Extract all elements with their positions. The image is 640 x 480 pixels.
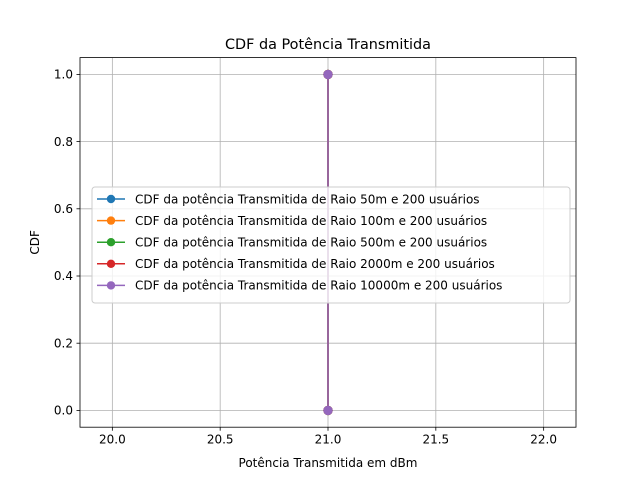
legend-marker bbox=[106, 194, 116, 204]
x-tick-label: 22.0 bbox=[530, 433, 557, 447]
y-tick-label: 0.2 bbox=[54, 336, 73, 350]
x-tick-label: 20.5 bbox=[207, 433, 234, 447]
legend-entry: CDF da potência Transmitida de Raio 2000… bbox=[97, 257, 495, 271]
x-tick-label: 21.5 bbox=[422, 433, 449, 447]
x-tick-label: 20.0 bbox=[99, 433, 126, 447]
legend-marker bbox=[106, 259, 116, 268]
data-point bbox=[323, 405, 333, 416]
legend-label: CDF da potência Transmitida de Raio 50m … bbox=[135, 192, 480, 206]
x-tick-label: 21.0 bbox=[315, 433, 342, 447]
legend-entry: CDF da potência Transmitida de Raio 500m… bbox=[97, 236, 487, 250]
y-tick-label: 0.0 bbox=[54, 404, 73, 418]
y-tick-label: 0.8 bbox=[54, 135, 73, 149]
chart-title: CDF da Potência Transmitida bbox=[225, 37, 431, 53]
axis-ticks: 20.0 20.5 21.0 21.5 22.0 0.0 0.2 0.4 0.6 0.8 1.0 bbox=[54, 68, 557, 447]
legend: CDF da potência Transmitida de Raio 50m … bbox=[91, 186, 571, 304]
legend-marker bbox=[106, 238, 116, 247]
y-tick-label: 1.0 bbox=[54, 68, 73, 82]
legend-marker bbox=[106, 216, 116, 225]
legend-marker bbox=[106, 281, 116, 290]
y-tick-label: 0.6 bbox=[54, 202, 73, 216]
x-axis-label: Potência Transmitida em dBm bbox=[239, 456, 418, 470]
legend-entry: CDF da potência Transmitida de Raio 50m … bbox=[97, 192, 480, 206]
legend-label: CDF da potência Transmitida de Raio 100m… bbox=[135, 214, 487, 228]
legend-box bbox=[91, 186, 571, 304]
y-tick-label: 0.4 bbox=[54, 269, 73, 283]
legend-label: CDF da potência Transmitida de Raio 1000… bbox=[135, 279, 502, 293]
legend-label: CDF da potência Transmitida de Raio 500m… bbox=[135, 236, 487, 250]
legend-label: CDF da potência Transmitida de Raio 2000… bbox=[135, 257, 495, 271]
legend-entry: CDF da potência Transmitida de Raio 100m… bbox=[97, 214, 487, 228]
data-point bbox=[323, 69, 333, 80]
y-axis-label: CDF bbox=[28, 230, 42, 255]
legend-entry: CDF da potência Transmitida de Raio 1000… bbox=[97, 279, 502, 293]
